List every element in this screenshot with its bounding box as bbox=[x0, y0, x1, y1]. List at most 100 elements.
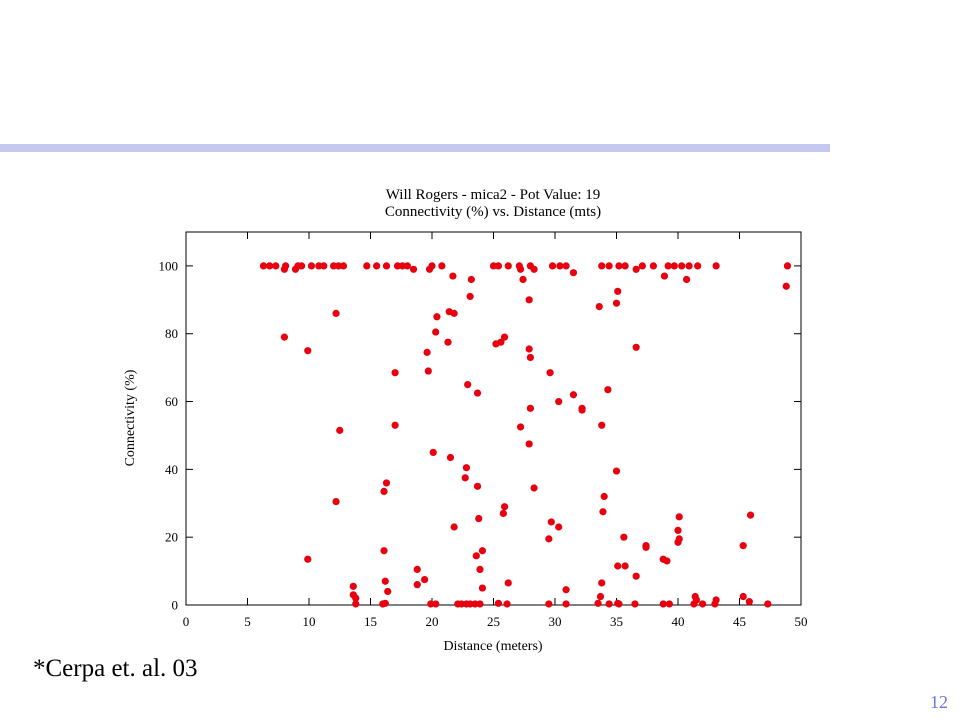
data-point bbox=[632, 265, 640, 273]
data-point bbox=[457, 600, 466, 608]
data-point bbox=[555, 397, 563, 406]
data-point bbox=[699, 600, 707, 608]
y-tick-label: 100 bbox=[159, 258, 179, 273]
data-point bbox=[782, 282, 790, 290]
data-point bbox=[428, 262, 436, 270]
data-point bbox=[631, 600, 639, 608]
data-point bbox=[739, 592, 747, 601]
data-point bbox=[334, 262, 343, 270]
data-point bbox=[332, 497, 340, 506]
data-point bbox=[615, 600, 623, 608]
data-point bbox=[556, 262, 564, 270]
data-point bbox=[525, 440, 533, 448]
data-point bbox=[304, 555, 312, 563]
y-tick-label: 80 bbox=[165, 326, 178, 341]
data-point bbox=[462, 464, 471, 472]
data-point bbox=[745, 598, 753, 606]
data-point bbox=[352, 594, 360, 602]
data-point bbox=[349, 582, 357, 590]
data-point bbox=[783, 262, 792, 270]
data-point bbox=[476, 600, 484, 608]
data-point bbox=[466, 600, 474, 608]
x-tick-label: 30 bbox=[549, 614, 562, 629]
data-point bbox=[605, 600, 613, 608]
data-point bbox=[461, 474, 469, 482]
data-point bbox=[555, 523, 563, 531]
data-point bbox=[545, 600, 553, 608]
data-point bbox=[674, 526, 682, 535]
x-tick-label: 15 bbox=[364, 614, 377, 629]
data-point bbox=[526, 353, 535, 362]
data-point bbox=[421, 575, 429, 584]
data-point bbox=[615, 262, 623, 270]
data-point bbox=[504, 262, 512, 270]
data-point bbox=[384, 587, 392, 596]
data-point bbox=[450, 523, 458, 531]
data-point bbox=[320, 262, 328, 270]
data-point bbox=[598, 421, 606, 429]
data-point bbox=[489, 262, 498, 270]
y-tick-label: 60 bbox=[165, 394, 178, 409]
x-tick-label: 0 bbox=[183, 614, 190, 629]
y-axis: 0 20 40 60 80 100 bbox=[159, 258, 801, 613]
plot-frame bbox=[185, 231, 802, 606]
data-point bbox=[427, 600, 435, 608]
data-point bbox=[393, 262, 402, 270]
data-point bbox=[547, 518, 555, 526]
data-point bbox=[621, 562, 629, 570]
data-point bbox=[449, 272, 457, 280]
data-point bbox=[475, 514, 483, 523]
data-point bbox=[432, 328, 440, 336]
data-point bbox=[600, 492, 608, 501]
data-point bbox=[599, 508, 607, 516]
x-tick-label: 45 bbox=[733, 614, 746, 629]
data-point bbox=[478, 584, 487, 592]
data-point bbox=[336, 426, 344, 434]
data-point bbox=[525, 345, 533, 353]
data-point bbox=[298, 262, 306, 270]
data-point bbox=[424, 367, 432, 375]
x-tick-label: 35 bbox=[610, 614, 623, 629]
y-tick-label: 40 bbox=[165, 462, 178, 477]
data-point bbox=[446, 453, 455, 462]
data-point bbox=[596, 592, 605, 601]
data-point bbox=[659, 600, 667, 608]
data-point bbox=[429, 448, 437, 457]
data-point bbox=[315, 262, 323, 270]
data-point bbox=[500, 333, 509, 341]
data-point bbox=[352, 600, 360, 608]
data-point bbox=[380, 547, 388, 555]
data-point bbox=[391, 369, 399, 377]
data-point bbox=[694, 262, 702, 270]
data-point bbox=[578, 406, 586, 414]
data-point bbox=[526, 404, 535, 412]
data-point bbox=[530, 265, 538, 273]
data-points bbox=[259, 262, 792, 608]
data-point bbox=[690, 600, 698, 608]
data-point bbox=[604, 386, 612, 394]
data-point bbox=[391, 421, 399, 429]
data-point bbox=[678, 262, 686, 270]
data-point bbox=[605, 262, 613, 270]
chart-title: Will Rogers - mica2 - Pot Value: 19 bbox=[386, 187, 601, 203]
data-point bbox=[670, 262, 678, 270]
data-point bbox=[438, 262, 446, 270]
data-point bbox=[413, 565, 421, 573]
data-point bbox=[330, 262, 338, 270]
data-point bbox=[594, 599, 602, 607]
data-point bbox=[432, 600, 440, 608]
data-point bbox=[663, 557, 671, 565]
data-point bbox=[413, 581, 421, 589]
data-point bbox=[380, 487, 388, 496]
data-point bbox=[499, 509, 507, 518]
data-point bbox=[363, 262, 371, 270]
slide-number: 12 bbox=[930, 692, 948, 712]
data-point bbox=[525, 296, 533, 304]
data-point bbox=[503, 600, 511, 608]
data-point bbox=[598, 262, 606, 270]
data-point bbox=[638, 262, 646, 270]
data-point bbox=[612, 467, 621, 475]
data-point bbox=[711, 600, 719, 608]
y-axis-label: Connectivity (%) bbox=[123, 369, 138, 466]
